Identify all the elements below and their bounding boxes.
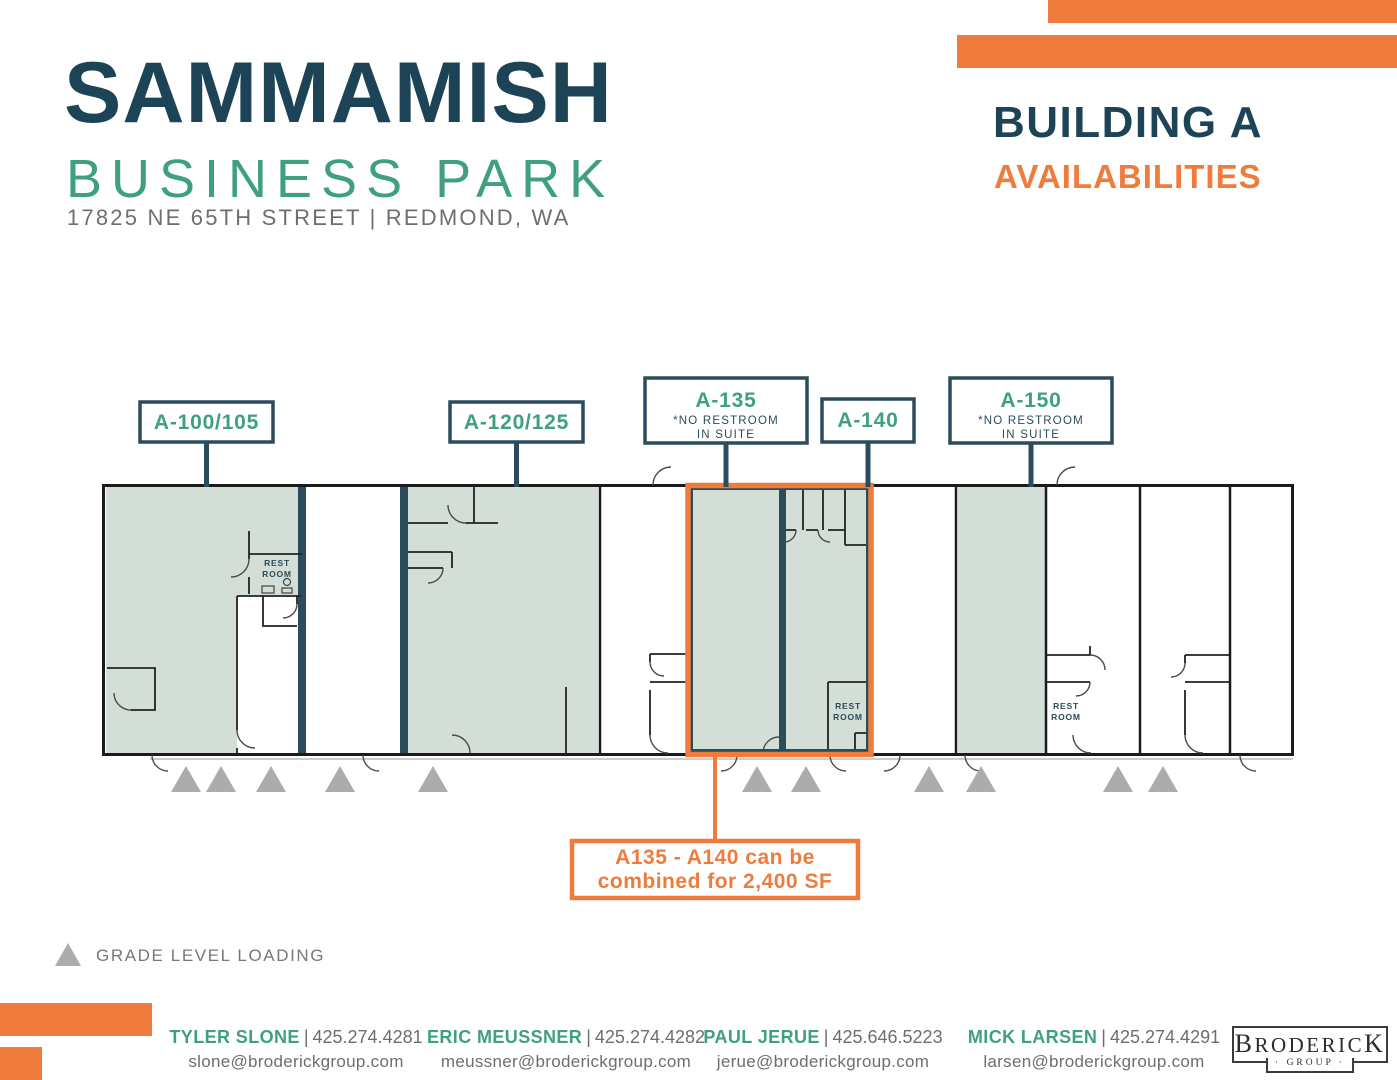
contact-tyler-slone: TYLER SLONE | 425.274.4281 slone@broderick…	[169, 1024, 422, 1075]
suite-a135-a140-inner-outline	[690, 487, 869, 752]
building-title: BUILDING A	[993, 98, 1264, 147]
restroom-label: ROOM	[262, 569, 292, 579]
suite-label-a100-text: A-100/105	[154, 411, 259, 434]
contact-phone: 425.274.4281	[312, 1027, 423, 1047]
suite-label-a135: A-135 *NO RESTROOM IN SUITE	[643, 376, 809, 445]
grade-loading-triangle	[914, 766, 944, 792]
restroom-label: REST	[1053, 701, 1079, 711]
restroom-label: REST	[835, 701, 861, 711]
interior-walls	[107, 487, 1230, 753]
contact-paul-jerue: PAUL JERUE | 425.646.5223 jerue@broderickg…	[703, 1024, 942, 1075]
suite-label-a150-text: A-150	[1000, 389, 1061, 412]
grade-loading-triangle	[1148, 766, 1178, 792]
logo-wordmark: BRODERICK	[1234, 1028, 1386, 1061]
grade-loading-triangles	[171, 766, 1178, 792]
suite-a135-note-line1: *NO RESTROOM	[673, 415, 779, 427]
contact-phone: 425.646.5223	[832, 1027, 943, 1047]
restroom-labels: REST ROOM REST ROOM REST ROOM	[262, 558, 1081, 722]
accent-bar-top-right-1	[1048, 0, 1397, 23]
callout-line2: combined for 2,400 SF	[598, 870, 833, 893]
suite-a150-note-line2: IN SUITE	[1002, 429, 1060, 441]
building-subtitle: AVAILABILITIES	[994, 158, 1262, 195]
grade-loading-triangle	[966, 766, 996, 792]
desk-icon	[261, 585, 275, 594]
contact-name-line: ERIC MEUSSNER | 425.274.4282	[427, 1024, 705, 1050]
contact-separator: |	[823, 1027, 829, 1047]
black-walls	[598, 487, 1232, 753]
grade-loading-triangle	[742, 766, 772, 792]
suite-label-a100: A-100/105	[138, 400, 275, 444]
park-subtitle: BUSINESS PARK	[66, 149, 615, 209]
contact-mick-larsen: MICK LARSEN | 425.274.4291 larsen@broderic…	[968, 1024, 1220, 1075]
callout-line1: A135 - A140 can be	[615, 846, 815, 869]
suite-a135-note-line2: IN SUITE	[697, 429, 755, 441]
grade-loading-triangle	[1103, 766, 1133, 792]
grade-loading-triangle	[256, 766, 286, 792]
contact-name-line: MICK LARSEN | 425.274.4291	[968, 1024, 1220, 1050]
accent-bar-top-right-2	[957, 35, 1397, 68]
restroom-label: ROOM	[833, 712, 863, 722]
contact-email: larsen@broderickgroup.com	[983, 1052, 1205, 1072]
suite-a150-note-line1: *NO RESTROOM	[978, 415, 1084, 427]
grade-loading-triangle	[171, 766, 201, 792]
contact-separator: |	[586, 1027, 591, 1047]
accent-bar-bottom-left-1	[0, 1003, 152, 1036]
restroom-label: ROOM	[1051, 712, 1081, 722]
contact-name: PAUL JERUE	[703, 1027, 820, 1047]
grade-loading-triangle	[206, 766, 236, 792]
label-connectors	[204, 442, 1034, 487]
accent-bar-bottom-left-2	[0, 1047, 42, 1080]
broderick-group-logo: BRODERICK · GROUP ·	[1232, 1026, 1388, 1073]
suite-label-a135-text: A-135	[695, 389, 756, 412]
park-address: 17825 NE 65TH STREET | REDMOND, WA	[67, 205, 571, 230]
contact-email: jerue@broderickgroup.com	[716, 1052, 930, 1072]
chair-icon	[281, 587, 293, 594]
door-arcs	[113, 466, 1257, 772]
combine-callout: A135 - A140 can be combined for 2,400 SF	[569, 757, 861, 901]
logo-letter-k: K	[1364, 1029, 1386, 1058]
suite-label-a150: A-150 *NO RESTROOM IN SUITE	[948, 376, 1114, 445]
suite-a150-shade	[958, 487, 1045, 753]
suite-a100-office-area	[237, 596, 301, 753]
suite-label-a120: A-120/125	[448, 400, 585, 444]
suite-a135-a140-highlight-outline	[685, 482, 874, 758]
logo-letters-mid: RODERIC	[1254, 1033, 1365, 1057]
contact-eric-meussner: ERIC MEUSSNER | 425.274.4282 meussner@brod…	[427, 1024, 705, 1075]
suite-label-boxes: A-100/105 A-120/125 A-135 *NO RESTROOM I…	[138, 376, 1114, 445]
contact-phone: 425.274.4282	[594, 1027, 706, 1047]
logo-group-label: · GROUP ·	[1266, 1058, 1354, 1073]
contact-email: meussner@broderickgroup.com	[440, 1052, 692, 1072]
restroom-fixture-icons	[261, 577, 293, 594]
park-title: SAMMAMISH	[64, 45, 613, 141]
restroom-label: REST	[264, 558, 290, 568]
person-icon	[282, 577, 292, 587]
grade-loading-triangle	[418, 766, 448, 792]
contact-name: TYLER SLONE	[169, 1027, 300, 1047]
suite-label-a140-text: A-140	[837, 409, 898, 432]
contact-email: slone@broderickgroup.com	[188, 1052, 404, 1072]
legend-triangle-icon	[55, 943, 81, 966]
contact-name-line: TYLER SLONE | 425.274.4281	[169, 1024, 422, 1050]
contact-phone: 425.274.4291	[1109, 1027, 1221, 1047]
navy-walls	[298, 487, 786, 753]
suite-a120-shade	[408, 487, 598, 753]
contact-name: ERIC MEUSSNER	[426, 1027, 583, 1047]
suite-label-a140: A-140	[820, 397, 916, 444]
legend-label: GRADE LEVEL LOADING	[96, 946, 325, 965]
contact-name: MICK LARSEN	[967, 1027, 1098, 1047]
legend: GRADE LEVEL LOADING	[55, 943, 325, 966]
suite-label-a120-text: A-120/125	[464, 411, 569, 434]
grade-loading-triangle	[791, 766, 821, 792]
logo-letter-b: B	[1234, 1029, 1255, 1058]
contact-name-line: PAUL JERUE | 425.646.5223	[703, 1024, 942, 1050]
contact-separator: |	[1101, 1027, 1106, 1047]
contact-separator: |	[303, 1027, 309, 1047]
grade-loading-triangle	[325, 766, 355, 792]
